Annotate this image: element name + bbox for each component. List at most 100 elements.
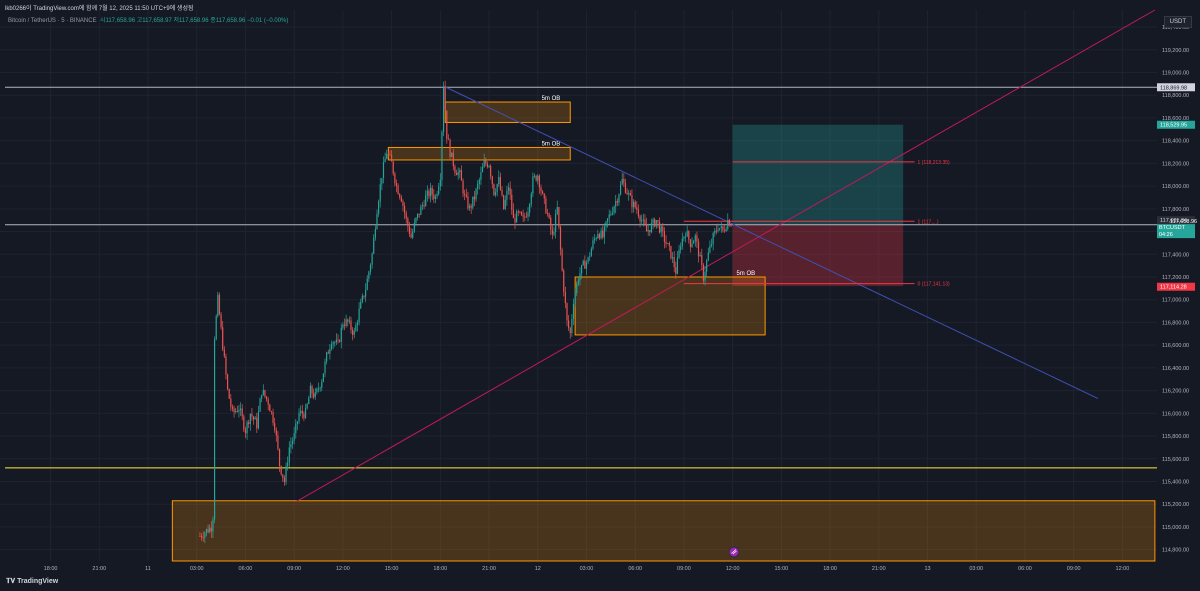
candle-body bbox=[498, 176, 500, 185]
candle-body bbox=[481, 167, 484, 173]
candle-body bbox=[602, 230, 604, 238]
candle-body bbox=[295, 423, 297, 434]
y-tick-label: 115,200.00 bbox=[1162, 502, 1189, 508]
price-axis[interactable]: 119,400.00 119,200.00 119,000.00 118,800.00… bbox=[1162, 25, 1189, 554]
candle-body bbox=[701, 255, 703, 265]
candle-body bbox=[300, 410, 302, 413]
candle-body bbox=[649, 230, 651, 233]
fib-level-label: 1 (117,...) bbox=[918, 219, 939, 225]
candle-body bbox=[386, 153, 388, 159]
candle-body bbox=[259, 398, 261, 412]
candle-body bbox=[491, 176, 493, 184]
y-tick-label: 116,800.00 bbox=[1162, 320, 1189, 326]
candle-body bbox=[533, 175, 536, 177]
candle-body bbox=[486, 163, 489, 167]
candle-body bbox=[408, 226, 411, 235]
x-tick-label: 12:00 bbox=[1116, 566, 1130, 572]
y-tick-label: 119,400.00 bbox=[1162, 25, 1189, 31]
candle-body bbox=[249, 413, 251, 425]
x-tick-label: 12:00 bbox=[336, 566, 350, 572]
candle-body bbox=[619, 184, 622, 195]
candle-body bbox=[702, 264, 705, 281]
candle-body bbox=[252, 416, 255, 420]
candle-body bbox=[373, 237, 375, 254]
candle-body bbox=[582, 260, 584, 265]
price-label: 118,529.95 bbox=[1160, 123, 1187, 129]
candle-body bbox=[535, 175, 537, 181]
time-axis[interactable]: 18:00 21:00 11 03:00 06:00 09:00 12:00 15:00 18:… bbox=[44, 566, 1130, 572]
y-tick-label: 115,800.00 bbox=[1162, 434, 1189, 440]
candle-body bbox=[483, 160, 485, 168]
x-tick-label: 03:00 bbox=[580, 566, 594, 572]
event-icon[interactable] bbox=[728, 546, 740, 558]
x-tick-label: 11 bbox=[145, 566, 151, 572]
candle-body bbox=[621, 178, 623, 185]
symbol-legend[interactable]: Bitcoin / TetherUS · 5 · BINANCE 시117,65… bbox=[8, 15, 288, 24]
candle-body bbox=[540, 187, 542, 192]
candle-body bbox=[446, 110, 448, 139]
candle-body bbox=[452, 152, 454, 167]
candle-body bbox=[688, 231, 690, 240]
candle-body bbox=[368, 271, 370, 279]
x-tick-label: 21:00 bbox=[872, 566, 886, 572]
candle-body bbox=[555, 213, 557, 232]
candle-body bbox=[361, 295, 363, 302]
x-tick-label: 15:00 bbox=[385, 566, 399, 572]
tradingview-logo[interactable]: 𝐓𝐕 TradingView bbox=[6, 578, 58, 586]
price-label-bg bbox=[1157, 282, 1195, 291]
order-block-zone bbox=[444, 101, 571, 123]
candle-body bbox=[558, 207, 560, 228]
brand-name: TradingView bbox=[17, 578, 59, 585]
candle-body bbox=[335, 339, 337, 343]
candle-body bbox=[270, 411, 273, 413]
grid bbox=[0, 10, 1157, 561]
y-tick-label: 119,200.00 bbox=[1162, 48, 1189, 54]
candle-body bbox=[428, 190, 430, 197]
candle-body bbox=[641, 220, 643, 222]
candle-body bbox=[205, 529, 208, 534]
candle-body bbox=[397, 185, 399, 195]
candle-body bbox=[374, 229, 376, 238]
y-tick-label: 118,600.00 bbox=[1162, 116, 1189, 122]
y-tick-label: 118,200.00 bbox=[1162, 161, 1189, 167]
candle-body bbox=[589, 256, 591, 258]
y-tick-label: 114,800.00 bbox=[1162, 548, 1189, 554]
candle-body bbox=[714, 230, 716, 234]
candle-body bbox=[199, 536, 201, 537]
currency-button[interactable]: USDT bbox=[1163, 16, 1192, 28]
candle-body bbox=[475, 189, 477, 200]
candle-body bbox=[426, 190, 428, 196]
candle-body bbox=[472, 196, 474, 208]
symbol-name[interactable]: Bitcoin / TetherUS · 5 · BINANCE bbox=[8, 18, 97, 24]
candle-body bbox=[360, 301, 362, 309]
price-label: 117,114.28 bbox=[1160, 285, 1187, 291]
candle-body bbox=[339, 340, 341, 342]
order-block-zone bbox=[574, 276, 766, 336]
candle-body bbox=[340, 327, 342, 342]
x-tick-label: 12:00 bbox=[726, 566, 740, 572]
candle-body bbox=[613, 206, 615, 213]
candle-body bbox=[449, 139, 451, 157]
candle-body bbox=[473, 196, 476, 200]
zones-layer: 5m OB 5m OB 5m OB bbox=[171, 96, 1156, 562]
y-tick-label: 117,200.00 bbox=[1162, 275, 1189, 281]
candle-body bbox=[467, 196, 469, 209]
price-label-bg bbox=[1157, 216, 1195, 225]
candle-body bbox=[306, 403, 308, 409]
long-position-target-zone bbox=[732, 124, 904, 225]
candle-body bbox=[537, 175, 539, 181]
x-tick-label: 15:00 bbox=[774, 566, 788, 572]
candle-body bbox=[496, 184, 498, 193]
candle-body bbox=[429, 187, 432, 197]
y-tick-label: 116,000.00 bbox=[1162, 411, 1189, 417]
candle-body bbox=[650, 223, 653, 233]
candle-body bbox=[269, 404, 271, 412]
order-block-zone bbox=[387, 146, 571, 161]
candle-body bbox=[277, 435, 279, 449]
candle-body bbox=[438, 186, 440, 195]
candle-body bbox=[391, 154, 393, 162]
candle-body bbox=[710, 244, 713, 246]
candle-body bbox=[228, 389, 230, 399]
candle-body bbox=[282, 474, 284, 478]
